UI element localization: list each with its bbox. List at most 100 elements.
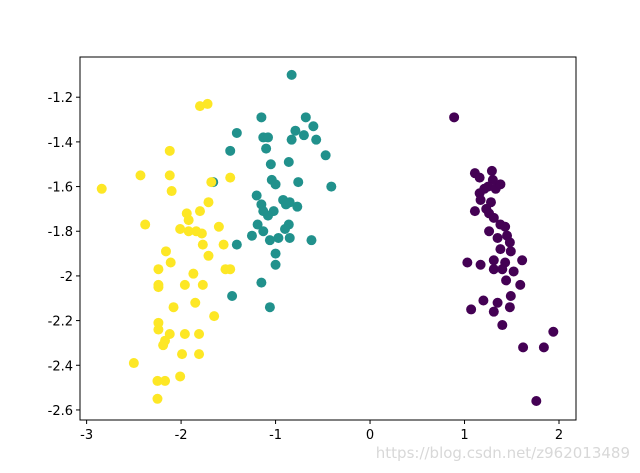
point: [175, 371, 186, 382]
point: [264, 302, 275, 313]
point: [231, 127, 242, 138]
point: [194, 349, 205, 360]
axes-frame: [79, 56, 577, 421]
y-tick-label: -2.6: [48, 404, 73, 419]
point: [270, 259, 281, 270]
point: [280, 199, 291, 210]
point: [263, 132, 274, 143]
point: [475, 259, 486, 270]
watermark: https://blog.csdn.net/z962013489: [376, 444, 630, 462]
point: [188, 268, 199, 279]
y-tick-label: -1.4: [48, 136, 73, 151]
point: [495, 244, 506, 255]
point: [251, 190, 262, 201]
point: [469, 206, 480, 217]
point: [194, 328, 205, 339]
point: [497, 320, 508, 331]
point: [538, 342, 549, 353]
point: [505, 291, 516, 302]
y-tick-label: -2.4: [48, 359, 73, 374]
point: [261, 143, 272, 154]
point: [209, 311, 220, 322]
point: [203, 250, 214, 261]
point: [326, 181, 337, 192]
point: [225, 145, 236, 156]
point: [153, 264, 164, 275]
point: [183, 226, 194, 237]
point: [462, 257, 473, 268]
point: [225, 172, 236, 183]
point: [548, 326, 559, 337]
point: [197, 239, 208, 250]
point: [206, 177, 217, 188]
y-tick-label: -2.2: [48, 315, 73, 330]
point: [488, 255, 499, 266]
point: [505, 246, 516, 257]
point: [270, 179, 281, 190]
point: [290, 125, 301, 136]
point: [501, 275, 512, 286]
point: [166, 186, 177, 197]
point: [158, 340, 169, 351]
point: [190, 297, 201, 308]
point: [164, 170, 175, 181]
point: [194, 101, 205, 112]
point: [164, 145, 175, 156]
point: [517, 255, 528, 266]
point: [508, 266, 519, 277]
point: [515, 279, 526, 290]
point: [298, 130, 309, 141]
point: [483, 181, 494, 192]
y-tick-label: -1.8: [48, 225, 73, 240]
point: [227, 291, 238, 302]
point: [183, 215, 194, 226]
point: [300, 112, 311, 123]
point: [283, 156, 294, 167]
point: [258, 226, 269, 237]
point: [175, 224, 186, 235]
point: [196, 228, 207, 239]
point: [495, 179, 506, 190]
point: [284, 232, 295, 243]
point: [449, 112, 460, 123]
point: [231, 239, 242, 250]
point: [474, 172, 485, 183]
point: [484, 226, 495, 237]
x-tick-label: 0: [366, 428, 374, 443]
point: [179, 279, 190, 290]
point: [497, 264, 508, 275]
point: [218, 239, 229, 250]
x-tick-label: -2: [175, 428, 188, 443]
point: [308, 121, 319, 132]
point: [246, 230, 257, 241]
point: [152, 393, 163, 404]
point: [177, 349, 188, 360]
point: [264, 235, 275, 246]
point: [140, 219, 151, 230]
point: [153, 282, 164, 293]
y-tick-label: -1.6: [48, 181, 73, 196]
point: [256, 277, 267, 288]
point: [518, 342, 529, 353]
point: [252, 219, 263, 230]
x-tick-label: 1: [460, 428, 468, 443]
point: [128, 358, 139, 369]
point: [311, 134, 322, 145]
point: [531, 396, 542, 407]
point: [306, 235, 317, 246]
y-tick-label: -1.2: [48, 91, 73, 106]
point: [220, 264, 231, 275]
x-tick-label: 2: [555, 428, 563, 443]
point: [135, 170, 146, 181]
x-tick-label: -1: [269, 428, 282, 443]
point: [488, 306, 499, 317]
point: [320, 150, 331, 161]
point: [293, 177, 304, 188]
point: [165, 257, 176, 268]
point: [478, 295, 489, 306]
point: [280, 224, 291, 235]
point: [194, 206, 205, 217]
point: [504, 302, 515, 313]
point: [286, 69, 297, 80]
point: [292, 201, 303, 212]
